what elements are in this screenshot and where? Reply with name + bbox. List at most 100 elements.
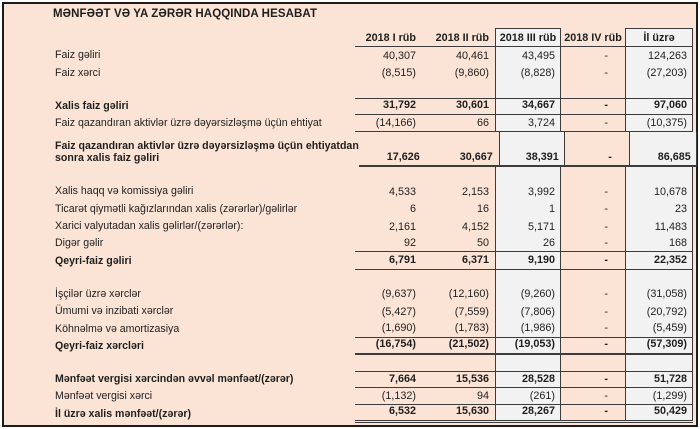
value-cell: (5,459): [625, 320, 693, 337]
table-row: Faiz qazandıran aktivlər üzrə dəyərsizlə…: [53, 114, 693, 133]
table-row: Xalis faiz gəliri 31,792 30,601 34,667 - 97,0…: [53, 97, 693, 115]
value-cell: (20,792): [625, 302, 693, 321]
value-cell: -: [604, 49, 608, 62]
value-cell: 28,528: [495, 371, 561, 388]
value-cell: [625, 269, 693, 286]
table-row: Faiz qazandıran aktivlər üzrə dəyərsizlə…: [53, 132, 697, 168]
value-cell: -: [604, 116, 608, 129]
row-label: Digər gəlir: [55, 237, 104, 250]
value-cell: 7,664: [388, 372, 416, 385]
row-values: 7,664 15,536 28,528 - 51,728: [355, 370, 693, 389]
row-label: İl üzrə xalis mənfəət/(zərər): [55, 407, 192, 420]
row-label: [53, 355, 355, 371]
value-cell: 4,533: [388, 185, 416, 198]
row-values: 40,307 40,461 43,495 - 124,263: [355, 47, 693, 65]
value-cell: 28,267: [495, 405, 561, 420]
value-cell: -: [604, 338, 608, 351]
row-label: [53, 82, 355, 98]
value-cell: [423, 270, 495, 286]
value-cell: 38,391: [498, 132, 565, 166]
value-cell: (1,690): [381, 322, 416, 335]
row-label: Faiz qazandıran aktivlər üzrə dəyərsizlə…: [53, 132, 359, 167]
column-header: 2018 I rüb: [365, 31, 416, 44]
value-cell: [561, 355, 625, 371]
value-cell: (1,986): [495, 320, 561, 337]
table-header-row: 2018 I rüb 2018 II rüb 2018 III rüb 2018 IV…: [53, 28, 693, 47]
value-cell: -: [604, 389, 608, 402]
value-cell: (1,783): [454, 322, 489, 335]
row-label: Faiz xərci: [55, 66, 101, 79]
table-row: Qeyri-faiz xərcləri (16,754) (21,502) (19,0…: [53, 337, 693, 355]
value-cell: 50,429: [625, 405, 693, 420]
spacer-row: [53, 354, 693, 371]
value-cell: (14,166): [375, 116, 416, 129]
value-cell: (8,828): [495, 64, 561, 82]
value-cell: (8,515): [381, 67, 416, 80]
value-cell: -: [604, 99, 608, 112]
spacer-row: [53, 167, 693, 184]
table-row: Faiz gəliri 40,307 40,461 43,495 - 124,263: [53, 47, 693, 65]
value-cell: [561, 167, 625, 183]
row-values: [355, 167, 693, 184]
value-cell: (9,860): [454, 67, 489, 80]
value-cell: [561, 82, 625, 98]
row-values: 6 16 1 - 23: [355, 200, 693, 218]
row-values: [355, 81, 693, 98]
value-cell: -: [604, 322, 608, 335]
table-row: Xarici valyutadan xalis gəlirlər/(zərərl…: [53, 217, 693, 236]
value-cell: 34,667: [495, 98, 561, 114]
value-cell: 168: [625, 235, 693, 252]
table-row: Ümumi və inzibati xərclər (5,427) (7,559)(…: [53, 302, 693, 321]
row-values: (8,515) (9,860) (8,828) - (27,203): [355, 64, 693, 82]
row-values: 92 50 26 - 168: [355, 235, 693, 253]
value-cell: 43,495: [495, 47, 561, 65]
table-row: Ticarət qiymətli kağızlarından xalis (zə…: [53, 200, 693, 218]
row-label: Faiz gəliri: [55, 49, 101, 62]
value-cell: 23: [625, 200, 693, 218]
value-cell: -: [604, 236, 608, 249]
value-cell: [495, 81, 561, 98]
value-cell: 1: [495, 200, 561, 218]
value-cell: 31,792: [382, 99, 416, 112]
table-row: Xalis haqq və komissiya gəliri 4,533 2,153…: [53, 183, 693, 201]
value-cell: 17,626: [386, 150, 420, 163]
value-cell: 2,153: [461, 185, 489, 198]
row-values: 2,161 4,152 5,171 - 11,483: [355, 217, 693, 236]
value-cell: 30,667: [459, 150, 493, 163]
row-label: Xalis faiz gəliri: [55, 99, 129, 112]
value-cell: (19,053): [495, 337, 561, 353]
value-cell: 26: [495, 235, 561, 252]
row-label: Qeyri-faiz gəliri: [55, 254, 132, 267]
value-cell: [355, 355, 423, 371]
value-cell: 66: [476, 116, 489, 129]
row-label: Xalis haqq və komissiya gəliri: [55, 185, 194, 198]
value-cell: 15,536: [455, 372, 489, 385]
value-cell: -: [604, 405, 608, 418]
row-label: Mənfəət vergisi xərci: [55, 390, 153, 403]
value-cell: [355, 270, 423, 286]
value-cell: (16,754): [375, 338, 416, 351]
row-values: 17,626 30,667 38,391 - 86,685: [358, 132, 697, 168]
table-row: Qeyri-faiz gəliri 6,791 6,371 9,190 - 22,352: [53, 252, 693, 270]
value-cell: 97,060: [625, 98, 693, 114]
value-cell: 124,263: [625, 47, 693, 65]
value-cell: 94: [476, 389, 489, 402]
column-header: 2018 IV rüb: [564, 31, 622, 44]
value-cell: [495, 354, 561, 371]
row-label: Mənfəət vergisi xərcindən əvvəl mənfəət/…: [55, 373, 294, 386]
row-label: Ticarət qiymətli kağızlarından xalis (zə…: [55, 202, 298, 215]
value-cell: [423, 355, 495, 371]
row-values: 6,532 15,630 28,267 - 50,429: [355, 405, 693, 423]
value-cell: -: [604, 288, 608, 301]
header-label-spacer: [53, 28, 355, 47]
value-cell: 86,685: [628, 132, 697, 166]
value-cell: 6,791: [388, 254, 416, 267]
value-cell: -: [604, 67, 608, 80]
row-values: 31,792 30,601 34,667 - 97,060: [355, 97, 693, 115]
value-cell: (31,058): [625, 285, 693, 303]
value-cell: 40,307: [382, 49, 416, 62]
value-cell: (10,375): [625, 114, 693, 132]
table-row: Mənfəət vergisi xərcindən əvvəl mənfəət/…: [53, 370, 693, 389]
row-label: Köhnəlmə və amortizasiya: [55, 322, 180, 335]
